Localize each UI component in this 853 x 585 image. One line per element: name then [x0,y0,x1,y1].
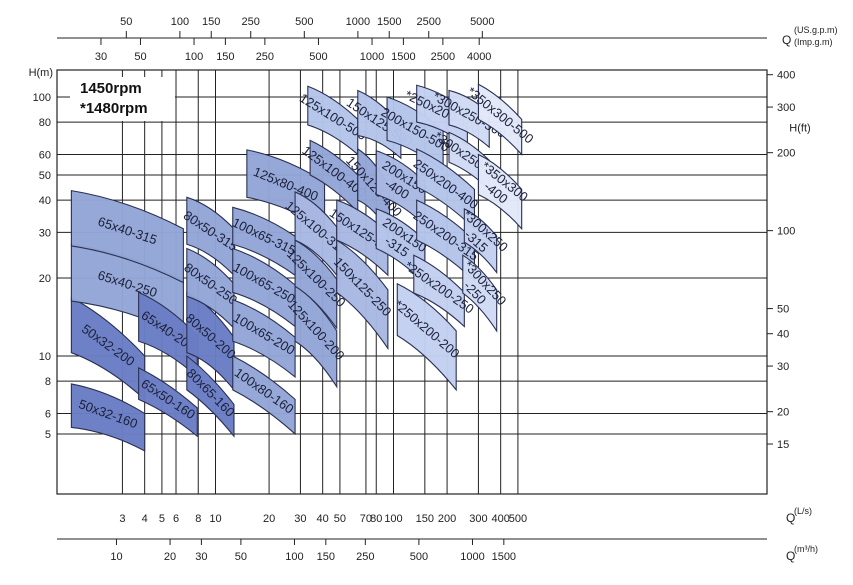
x-m3h-tick-label: 20 [164,551,176,563]
x-impgpm-tick-label: 100 [185,51,203,63]
pump-region[interactable] [232,355,296,436]
y-left-tick-label: 30 [39,227,51,239]
pump-region[interactable] [294,239,338,330]
x-impgpm-tick-label: 4000 [467,51,491,63]
x-usgpm-tick-label: 100 [171,16,189,28]
axes-layer: H(m)10080605040302010865H(ft)40030020010… [29,16,838,563]
pump-region[interactable] [138,366,198,438]
x-ls-tick-label: 30 [294,513,306,525]
x-impgpm-tick-label: 30 [95,51,107,63]
pump-region[interactable] [70,383,146,452]
y-right-tick-label: 200 [777,148,795,160]
speed-legend-box [70,77,175,121]
pump-region[interactable] [336,239,389,351]
pump-region[interactable] [70,189,184,284]
x-ls-tick-label: 8 [195,513,201,525]
y-right-tick-label: 20 [777,407,789,419]
x-top-axis-label: Q [782,33,791,47]
x-m3h-axis-unit: (m³/h) [794,544,818,554]
x-ls-tick-label: 200 [438,513,456,525]
pump-region[interactable] [463,207,498,275]
x-impgpm-tick-label: 50 [134,51,146,63]
x-m3h-tick-label: 100 [285,551,303,563]
x-m3h-axis-label: Q [786,549,795,563]
y-left-tick-label: 5 [45,429,51,441]
x-impgpm-axis-unit: (Imp.g.m) [794,37,833,47]
x-impgpm-tick-label: 1500 [391,51,415,63]
x-ls-tick-label: 300 [469,513,487,525]
x-ls-tick-label: 4 [142,513,148,525]
pump-region[interactable] [477,153,523,231]
y-left-tick-label: 80 [39,117,51,129]
x-ls-tick-label: 40 [317,513,329,525]
x-ls-axis-label: Q [786,511,795,525]
x-ls-tick-label: 400 [491,513,509,525]
pump-region[interactable] [477,83,523,156]
x-usgpm-tick-label: 500 [295,16,313,28]
x-usgpm-tick-label: 1500 [377,16,401,28]
x-m3h-tick-label: 500 [410,551,428,563]
pump-region[interactable] [232,298,296,379]
y-left-tick-label: 50 [39,170,51,182]
speed-line-1: 1450rpm [80,80,142,97]
pump-region[interactable] [413,254,465,328]
pump-region[interactable] [186,354,235,438]
y-right-tick-label: 40 [777,329,789,341]
x-ls-tick-label: 10 [209,513,221,525]
x-ls-tick-label: 70 [360,513,372,525]
x-m3h-tick-label: 30 [195,551,207,563]
x-impgpm-tick-label: 150 [216,51,234,63]
plot-frame [56,69,768,495]
y-right-tick-label: 400 [777,70,795,82]
x-ls-tick-label: 150 [416,513,434,525]
x-m3h-tick-label: 1500 [492,551,516,563]
x-m3h-tick-label: 50 [235,551,247,563]
y-left-tick-label: 40 [39,195,51,207]
x-ls-tick-label: 5 [159,513,165,525]
x-usgpm-tick-label: 50 [120,16,132,28]
x-ls-tick-label: 6 [173,513,179,525]
x-ls-tick-label: 80 [370,513,382,525]
x-ls-tick-label: 500 [509,513,527,525]
speed-legend: 1450rpm *1480rpm [70,77,175,121]
x-ls-axis-unit: (L/s) [794,506,812,516]
y-left-tick-label: 6 [45,408,51,420]
x-ls-tick-label: 20 [263,513,275,525]
x-usgpm-tick-label: 250 [242,16,260,28]
x-m3h-tick-label: 250 [356,551,374,563]
y-right-tick-label: 300 [777,102,795,114]
y-left-tick-label: 8 [45,376,51,388]
pump-region[interactable] [448,89,490,149]
x-usgpm-tick-label: 1000 [346,16,370,28]
x-usgpm-tick-label: 150 [202,16,220,28]
x-usgpm-axis-unit: (US.g.p.m) [794,25,838,35]
x-impgpm-tick-label: 500 [309,51,327,63]
x-ls-tick-label: 50 [334,513,346,525]
y-left-tick-label: 100 [33,92,51,104]
x-impgpm-tick-label: 250 [256,51,274,63]
x-impgpm-tick-label: 2500 [431,51,455,63]
y-right-tick-label: 30 [777,361,789,373]
x-usgpm-tick-label: 2500 [416,16,440,28]
y-right-tick-label: 100 [777,226,795,238]
x-m3h-tick-label: 1000 [460,551,484,563]
pump-region[interactable] [396,282,457,392]
pump-region[interactable] [336,199,389,277]
x-m3h-tick-label: 150 [317,551,335,563]
y-left-tick-label: 10 [39,351,51,363]
y-left-tick-label: 20 [39,273,51,285]
x-usgpm-tick-label: 5000 [470,16,494,28]
y-left-tick-label: 60 [39,149,51,161]
y-left-axis-label: H(m) [29,67,53,79]
x-ls-tick-label: 3 [119,513,125,525]
x-m3h-tick-label: 10 [110,551,122,563]
pump-region[interactable] [462,254,498,333]
x-ls-tick-label: 100 [384,513,402,525]
y-right-tick-label: 50 [777,304,789,316]
y-right-axis-label: H(ft) [789,123,810,135]
y-right-tick-label: 15 [777,439,789,451]
x-impgpm-tick-label: 1000 [360,51,384,63]
speed-line-2: *1480rpm [80,100,148,117]
